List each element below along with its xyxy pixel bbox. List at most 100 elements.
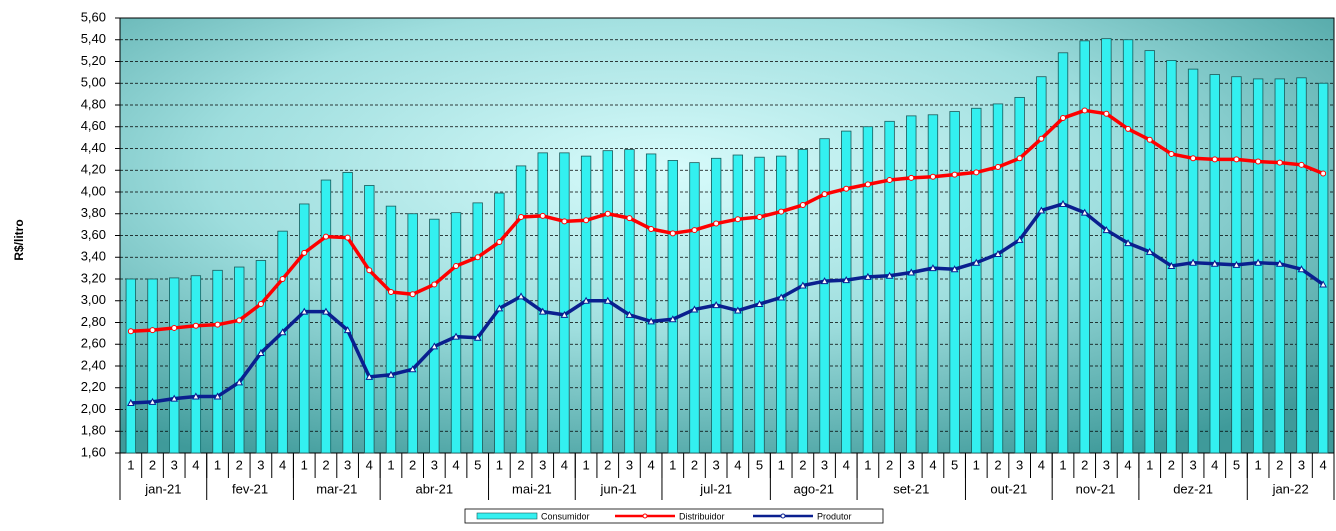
marker: [1015, 235, 1024, 243]
marker: [625, 310, 634, 318]
y-tick-label: 2,00: [81, 401, 106, 416]
bar: [624, 149, 635, 454]
marker: [755, 299, 764, 308]
bar: [732, 154, 744, 454]
marker: [322, 233, 329, 240]
marker: [1146, 136, 1153, 143]
marker: [473, 333, 482, 341]
x-group-label: ago-21: [793, 481, 833, 496]
x-tick-label: 3: [539, 457, 546, 472]
x-tick-label: 1: [1059, 457, 1066, 472]
legend-label: Produtor: [817, 511, 852, 521]
bar: [884, 120, 895, 454]
x-group-label: mar-21: [316, 481, 357, 496]
x-tick-label: 2: [1276, 457, 1283, 472]
legend-label: Consumidor: [541, 511, 590, 521]
bar: [385, 205, 397, 454]
marker: [561, 218, 568, 225]
x-group-label: out-21: [990, 481, 1027, 496]
x-tick-label: 1: [864, 457, 871, 472]
bar: [949, 111, 960, 454]
marker: [756, 214, 763, 221]
y-tick-label: 5,20: [81, 53, 106, 68]
x-tick-label: 4: [1211, 457, 1218, 472]
marker: [1060, 115, 1067, 122]
marker: [430, 342, 439, 350]
y-tick-label: 1,60: [81, 444, 106, 459]
x-group-label: dez-21: [1173, 481, 1213, 496]
x-tick-label: 3: [1016, 457, 1023, 472]
marker: [452, 332, 460, 340]
marker: [171, 324, 178, 331]
marker: [257, 348, 265, 356]
bar: [992, 103, 1004, 454]
marker: [539, 212, 546, 219]
x-tick-label: 1: [582, 457, 589, 472]
x-tick-label: 3: [821, 457, 828, 472]
bar: [1252, 78, 1264, 454]
bar: [1014, 96, 1025, 454]
marker: [126, 398, 135, 406]
marker: [148, 397, 157, 405]
x-tick-label: 2: [886, 457, 893, 472]
x-tick-label: 5: [756, 457, 763, 472]
marker: [408, 365, 417, 373]
marker: [1038, 135, 1045, 142]
marker: [690, 305, 699, 313]
marker: [994, 249, 1002, 257]
marker: [733, 306, 742, 314]
x-tick-label: 1: [778, 457, 785, 472]
bar: [1122, 39, 1134, 454]
y-tick-label: 4,20: [81, 162, 106, 177]
y-tick-label: 2,80: [81, 314, 106, 329]
marker: [1275, 259, 1284, 267]
marker: [1102, 226, 1111, 234]
marker: [301, 249, 308, 256]
bar: [125, 278, 137, 454]
y-axis-label: R$/litro: [12, 219, 26, 260]
y-tick-label: 1,80: [81, 423, 106, 438]
marker: [799, 281, 807, 289]
marker: [626, 215, 633, 222]
x-tick-label: 3: [713, 457, 720, 472]
marker: [777, 293, 786, 301]
bar: [819, 138, 830, 454]
marker: [344, 234, 351, 241]
marker: [734, 216, 741, 223]
marker: [950, 265, 959, 273]
x-tick-label: 4: [1320, 457, 1327, 472]
marker: [648, 225, 655, 232]
x-tick-label: 4: [561, 457, 568, 472]
marker: [235, 378, 244, 386]
x-tick-label: 1: [669, 457, 676, 472]
marker: [518, 214, 525, 221]
bar: [212, 269, 223, 454]
x-tick-label: 2: [517, 457, 524, 472]
x-tick-label: 4: [648, 457, 655, 472]
bar: [776, 155, 787, 454]
legend-label: Distribuidor: [679, 511, 725, 521]
bar: [169, 277, 180, 454]
x-tick-label: 2: [1081, 457, 1088, 472]
bar: [1101, 38, 1112, 454]
x-tick-label: 1: [127, 457, 134, 472]
marker: [712, 301, 721, 309]
marker: [1059, 199, 1067, 207]
x-tick-label: 3: [431, 457, 438, 472]
marker: [343, 326, 352, 334]
marker: [669, 230, 676, 237]
x-tick-label: 1: [301, 457, 308, 472]
x-tick-label: 2: [604, 457, 611, 472]
x-tick-label: 3: [171, 457, 178, 472]
x-tick-label: 4: [452, 457, 459, 472]
bar: [342, 172, 353, 454]
y-tick-label: 4,80: [81, 96, 106, 111]
marker: [778, 208, 785, 215]
marker: [127, 328, 134, 335]
x-group-label: set-21: [893, 481, 929, 496]
x-tick-label: 1: [387, 457, 394, 472]
marker: [1167, 261, 1176, 269]
marker: [1297, 265, 1306, 273]
y-tick-label: 2,20: [81, 379, 106, 394]
